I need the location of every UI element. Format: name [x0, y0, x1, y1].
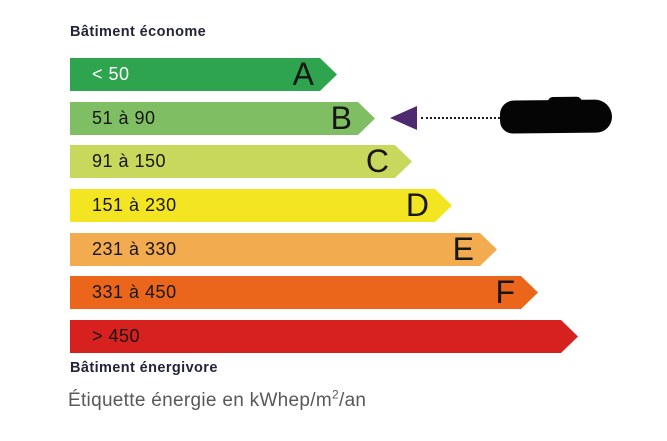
range-label: 331 à 450	[92, 282, 177, 302]
economical-building-label: Bâtiment économe	[70, 24, 207, 40]
rating-letter: E	[452, 231, 474, 267]
rating-letter: D	[405, 187, 429, 223]
redacted-value-marker	[499, 99, 613, 134]
energy-bar-d: 151 à 230 D	[70, 189, 452, 222]
energy-bar-g: > 450	[70, 320, 578, 353]
energy-bar-a: < 50 A	[70, 58, 337, 91]
rating-letter: B	[330, 100, 352, 136]
range-label: 51 à 90	[92, 108, 156, 128]
energy-bar-b: 51 à 90 B	[70, 102, 375, 135]
range-label: > 450	[92, 326, 141, 346]
energy-label-caption: Étiquette énergie en kWhep/m2/an	[68, 387, 367, 412]
dotted-connector-line	[421, 117, 500, 119]
energy-bar-f: 331 à 450 F	[70, 276, 538, 309]
rating-letter: F	[495, 274, 515, 310]
caption-superscript: 2	[332, 387, 339, 402]
range-label: < 50	[92, 64, 130, 84]
rating-letter: A	[292, 56, 314, 92]
energy-bar-c: 91 à 150 C	[70, 145, 412, 178]
selected-rating-arrow-left-icon	[390, 106, 417, 130]
range-label: 231 à 330	[92, 239, 177, 259]
energy-intensive-building-label: Bâtiment énergivore	[70, 360, 218, 376]
caption-prefix: Étiquette énergie en kWhep/m	[68, 390, 332, 411]
rating-letter: C	[365, 143, 389, 179]
range-label: 151 à 230	[92, 195, 177, 215]
caption-suffix: /an	[338, 390, 367, 411]
energy-bar-e: 231 à 330 E	[70, 233, 497, 266]
range-label: 91 à 150	[92, 151, 167, 171]
